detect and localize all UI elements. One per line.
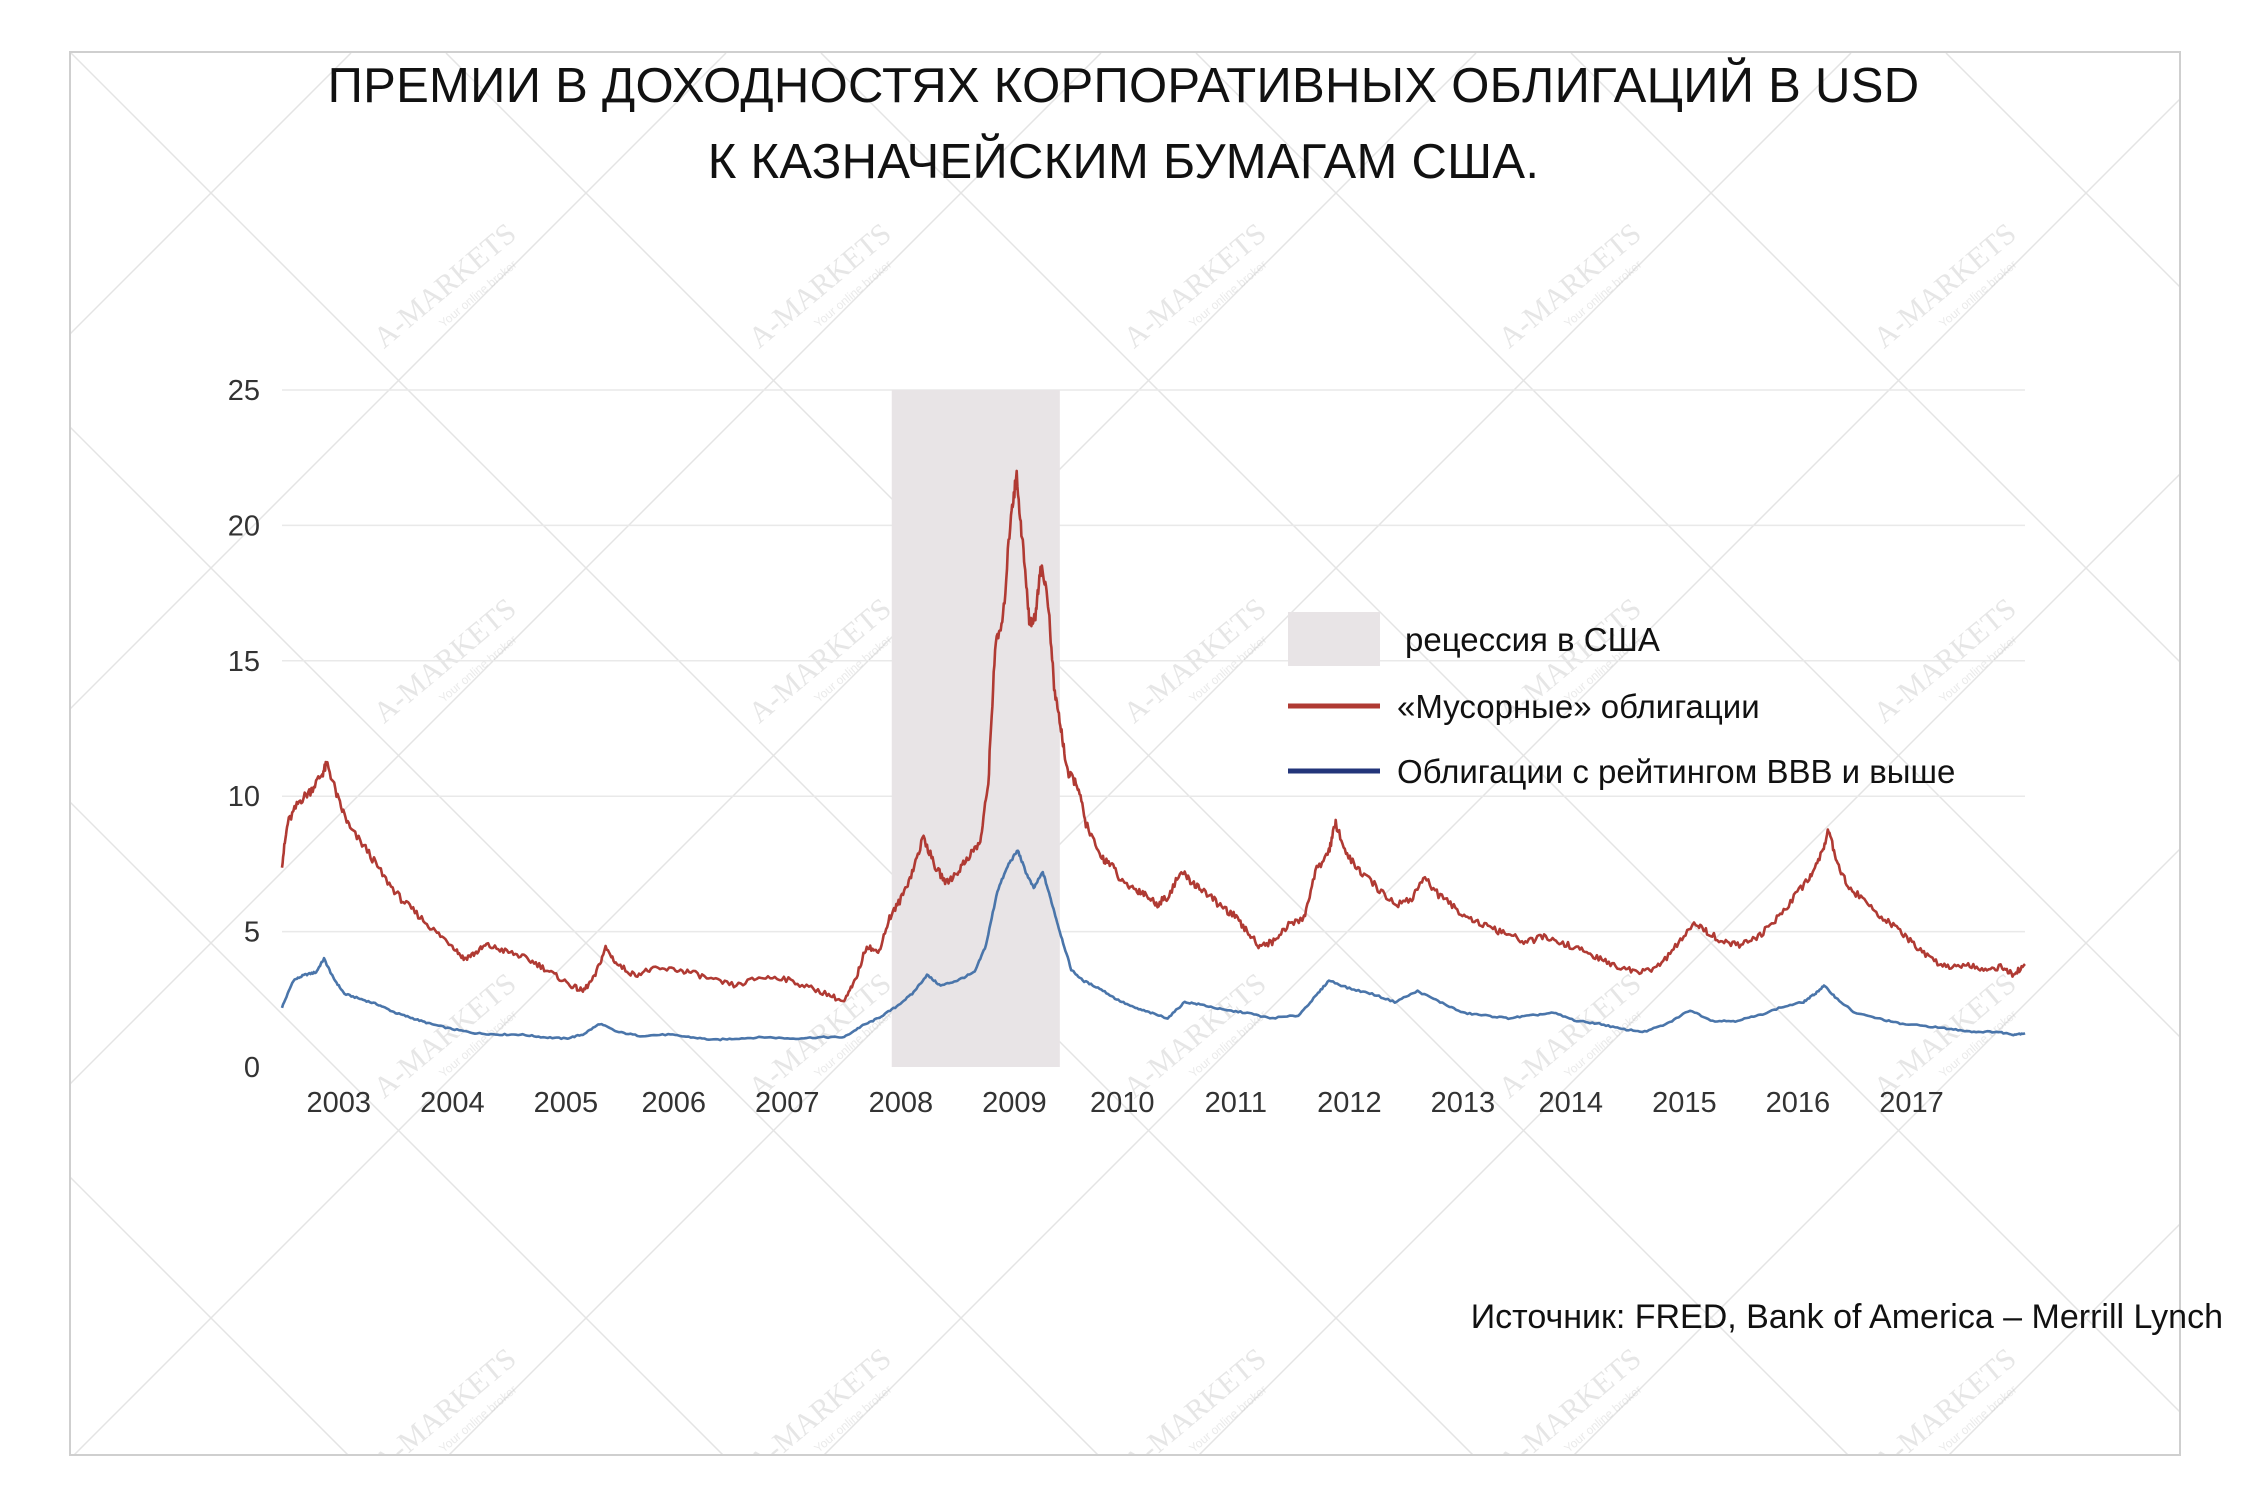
watermark-line	[1570, 53, 2179, 663]
y-tick-label: 25	[228, 375, 260, 407]
source-note: Источник: FRED, Bank of America – Merril…	[1470, 1298, 2223, 1336]
x-tick-label: 2005	[534, 1087, 599, 1119]
y-tick-label: 5	[244, 917, 260, 949]
y-tick-label: 15	[228, 646, 260, 678]
x-tick-label: 2007	[755, 1087, 820, 1119]
watermark-line	[448, 53, 1852, 1454]
grid	[282, 389, 2025, 933]
watermark-line	[71, 53, 1102, 1085]
x-tick-label: 2008	[869, 1087, 934, 1119]
legend-label-recession: рецессия в США	[1405, 621, 1660, 658]
x-tick-label: 2009	[982, 1087, 1047, 1119]
y-tick-label: 20	[228, 510, 260, 542]
legend-swatch-recession	[1288, 612, 1380, 666]
series-layer	[280, 469, 2026, 1042]
watermark-line	[1573, 848, 2179, 1454]
chart-title: ПРЕМИИ В ДОХОДНОСТЯХ КОРПОРАТИВНЫХ ОБЛИГ…	[0, 48, 2247, 200]
recession-band-layer	[891, 390, 1060, 1067]
x-tick-label: 2003	[307, 1087, 372, 1119]
series-line	[280, 469, 2026, 1003]
watermark-line	[71, 53, 352, 335]
watermark-line	[71, 53, 727, 710]
watermark-line	[71, 1176, 349, 1454]
chart-frame: A-MARKETS Your online broker A-MARKETS Your…	[69, 51, 2181, 1456]
x-tick-label: 2014	[1539, 1087, 1604, 1119]
legend-label-bbb: Облигации с рейтингом BBB и выше	[1397, 753, 1955, 790]
recession-band	[891, 390, 1060, 1067]
x-tick-label: 2004	[420, 1087, 485, 1119]
legend-label-junk: «Мусорные» облигации	[1397, 688, 1760, 725]
x-tick-label: 2006	[641, 1087, 706, 1119]
watermark-line	[823, 98, 2179, 1454]
x-tick-label: 2016	[1766, 1087, 1831, 1119]
x-tick-label: 2015	[1652, 1087, 1717, 1119]
y-tick-label: 0	[244, 1052, 260, 1084]
x-tick-label: 2011	[1205, 1087, 1267, 1119]
x-tick-label: 2013	[1431, 1087, 1496, 1119]
watermark-line	[73, 53, 1477, 1454]
x-axis: 2003 2004 2005 2006 2007 2008 2009 2010 2011 2012…	[307, 1087, 1944, 1119]
series-line	[280, 849, 2026, 1042]
x-tick-label: 2012	[1317, 1087, 1382, 1119]
x-tick-label: 2010	[1090, 1087, 1155, 1119]
watermark-line	[71, 801, 724, 1454]
y-tick-label: 10	[228, 781, 260, 813]
x-tick-label: 2017	[1879, 1087, 1944, 1119]
watermark-line	[1198, 473, 2179, 1454]
title-line-1: ПРЕМИИ В ДОХОДНОСТЯХ КОРПОРАТИВНЫХ ОБЛИГ…	[327, 59, 1920, 113]
legend: рецессия в США «Мусорные» облигации Облига…	[1288, 612, 1955, 790]
title-line-2: К КАЗНАЧЕЙСКИМ БУМАГАМ США.	[707, 135, 1540, 189]
y-axis: 0 5 10 15 20 25	[228, 375, 260, 1084]
